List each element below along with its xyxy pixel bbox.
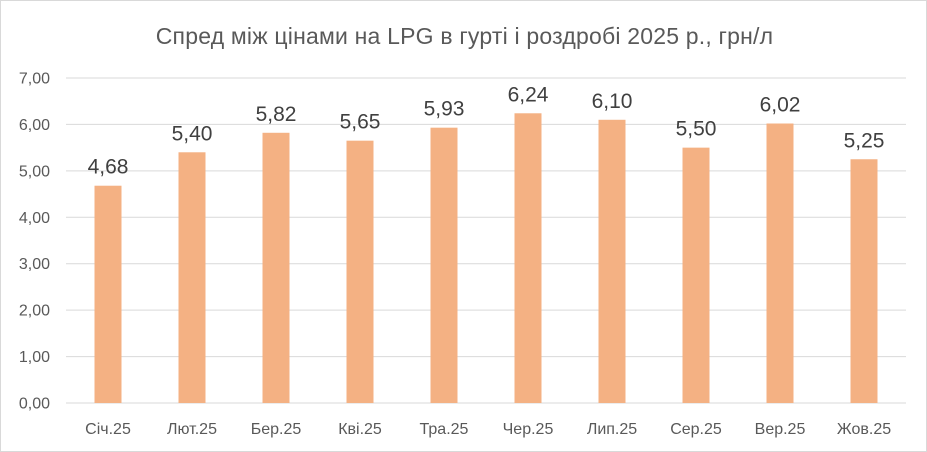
y-tick-label: 7,00 [19,71,50,88]
data-label: 5,25 [844,129,885,152]
x-tick-label: Лип.25 [587,421,637,438]
data-label: 5,93 [424,98,465,121]
x-tick-label: Жов.25 [837,421,891,438]
y-tick-label: 3,00 [19,256,50,273]
y-tick-label: 2,00 [19,303,50,320]
data-label: 5,82 [256,103,297,126]
bar [262,132,290,404]
bar [766,123,794,403]
x-tick-label: Січ.25 [85,421,131,438]
bar [682,147,710,403]
bar [850,159,878,403]
x-tick-label: Вер.25 [755,421,806,438]
x-tick-label: Чер.25 [503,421,554,438]
data-label: 6,10 [592,90,633,113]
x-tick-label: Тра.25 [420,421,469,438]
y-tick-label: 0,00 [19,396,50,413]
bar [178,152,206,403]
x-tick-label: Кві.25 [338,421,382,438]
data-label: 5,65 [340,111,381,134]
bar [94,185,122,403]
data-label: 5,40 [172,122,213,145]
y-axis-ticks: 0,00 1,00 2,00 3,00 4,00 5,00 6,00 7,00 [19,71,50,413]
bar [346,140,374,403]
data-label: 5,50 [676,118,717,141]
bar [598,119,626,404]
bar [430,127,458,403]
y-tick-label: 6,00 [19,117,50,134]
x-axis-ticks: Січ.25 Лют.25 Бер.25 Кві.25 Тра.25 Чер.25 Лип.… [85,421,891,438]
y-tick-label: 4,00 [19,210,50,227]
y-tick-label: 5,00 [19,163,50,180]
x-tick-label: Бер.25 [251,421,302,438]
chart-title: Спред між цінами на LPG в гурті і роздро… [155,23,774,49]
data-labels: 4,68 5,40 5,82 5,65 5,93 6,24 6,10 5,50 6,02 5,25 [88,83,885,178]
gridlines [66,77,906,404]
bars [94,113,878,404]
x-tick-label: Лют.25 [167,421,217,438]
data-label: 4,68 [88,156,129,179]
x-tick-label: Сер.25 [670,421,722,438]
y-tick-label: 1,00 [19,349,50,366]
bar [514,113,542,404]
data-label: 6,24 [508,83,549,106]
data-label: 6,02 [760,94,801,117]
